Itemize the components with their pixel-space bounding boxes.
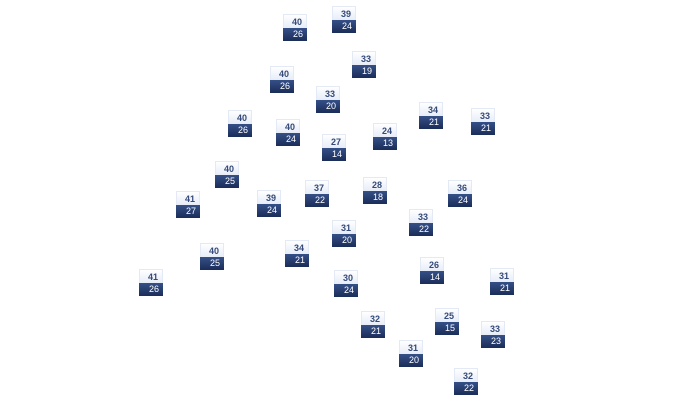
marker-label[interactable]: 32 21: [361, 311, 385, 338]
marker-label[interactable]: 33 23: [481, 321, 505, 348]
marker-bottom-value: 22: [305, 194, 329, 207]
marker-top-value: 40: [283, 14, 307, 28]
marker-bottom-value: 26: [270, 80, 294, 93]
marker-label[interactable]: 34 21: [419, 102, 443, 129]
marker-label[interactable]: 40 24: [276, 119, 300, 146]
marker-top-value: 27: [322, 134, 346, 148]
marker-label[interactable]: 24 13: [373, 123, 397, 150]
marker-label[interactable]: 26 14: [420, 257, 444, 284]
marker-label[interactable]: 40 26: [270, 66, 294, 93]
marker-top-value: 41: [139, 269, 163, 283]
marker-bottom-value: 18: [363, 191, 387, 204]
marker-top-value: 34: [419, 102, 443, 116]
marker-bottom-value: 26: [228, 124, 252, 137]
marker-top-value: 40: [215, 161, 239, 175]
marker-top-value: 40: [276, 119, 300, 133]
marker-bottom-value: 22: [409, 223, 433, 236]
marker-label[interactable]: 30 24: [334, 270, 358, 297]
marker-top-value: 33: [316, 86, 340, 100]
marker-top-value: 31: [399, 340, 423, 354]
marker-top-value: 32: [454, 368, 478, 382]
marker-label[interactable]: 40 26: [228, 110, 252, 137]
marker-bottom-value: 24: [334, 284, 358, 297]
marker-top-value: 31: [332, 220, 356, 234]
marker-bottom-value: 21: [285, 254, 309, 267]
marker-label[interactable]: 39 24: [332, 6, 356, 33]
marker-top-value: 40: [270, 66, 294, 80]
marker-label[interactable]: 33 20: [316, 86, 340, 113]
marker-bottom-value: 20: [399, 354, 423, 367]
marker-bottom-value: 22: [454, 382, 478, 395]
marker-top-value: 36: [448, 180, 472, 194]
marker-top-value: 33: [481, 321, 505, 335]
marker-top-value: 41: [176, 191, 200, 205]
marker-bottom-value: 24: [276, 133, 300, 146]
marker-bottom-value: 24: [448, 194, 472, 207]
marker-label[interactable]: 28 18: [363, 177, 387, 204]
marker-top-value: 28: [363, 177, 387, 191]
marker-bottom-value: 20: [316, 100, 340, 113]
marker-bottom-value: 14: [322, 148, 346, 161]
marker-label[interactable]: 25 15: [435, 308, 459, 335]
marker-label[interactable]: 31 20: [332, 220, 356, 247]
marker-label[interactable]: 40 25: [215, 161, 239, 188]
marker-bottom-value: 15: [435, 322, 459, 335]
marker-top-value: 31: [490, 268, 514, 282]
marker-label[interactable]: 41 26: [139, 269, 163, 296]
marker-top-value: 34: [285, 240, 309, 254]
marker-label[interactable]: 41 27: [176, 191, 200, 218]
marker-top-value: 39: [257, 190, 281, 204]
marker-bottom-value: 19: [352, 65, 376, 78]
marker-top-value: 39: [332, 6, 356, 20]
marker-top-value: 40: [200, 243, 224, 257]
marker-top-value: 33: [409, 209, 433, 223]
marker-bottom-value: 21: [361, 325, 385, 338]
marker-label[interactable]: 33 22: [409, 209, 433, 236]
marker-bottom-value: 25: [200, 257, 224, 270]
marker-label[interactable]: 31 21: [490, 268, 514, 295]
marker-top-value: 33: [471, 108, 495, 122]
marker-top-value: 40: [228, 110, 252, 124]
marker-bottom-value: 13: [373, 137, 397, 150]
marker-bottom-value: 24: [257, 204, 281, 217]
marker-label[interactable]: 36 24: [448, 180, 472, 207]
marker-label[interactable]: 34 21: [285, 240, 309, 267]
marker-top-value: 37: [305, 180, 329, 194]
marker-bottom-value: 20: [332, 234, 356, 247]
marker-top-value: 30: [334, 270, 358, 284]
marker-bottom-value: 23: [481, 335, 505, 348]
marker-top-value: 26: [420, 257, 444, 271]
marker-label[interactable]: 37 22: [305, 180, 329, 207]
marker-top-value: 24: [373, 123, 397, 137]
marker-bottom-value: 26: [139, 283, 163, 296]
marker-label[interactable]: 40 25: [200, 243, 224, 270]
marker-label[interactable]: 32 22: [454, 368, 478, 395]
marker-bottom-value: 21: [419, 116, 443, 129]
marker-top-value: 25: [435, 308, 459, 322]
marker-label[interactable]: 27 14: [322, 134, 346, 161]
marker-label[interactable]: 40 26: [283, 14, 307, 41]
marker-label[interactable]: 33 19: [352, 51, 376, 78]
marker-label[interactable]: 33 21: [471, 108, 495, 135]
marker-bottom-value: 21: [490, 282, 514, 295]
marker-bottom-value: 21: [471, 122, 495, 135]
marker-top-value: 33: [352, 51, 376, 65]
marker-bottom-value: 14: [420, 271, 444, 284]
marker-bottom-value: 27: [176, 205, 200, 218]
marker-bottom-value: 25: [215, 175, 239, 188]
marker-label[interactable]: 39 24: [257, 190, 281, 217]
marker-bottom-value: 24: [332, 20, 356, 33]
marker-label[interactable]: 31 20: [399, 340, 423, 367]
marker-top-value: 32: [361, 311, 385, 325]
marker-bottom-value: 26: [283, 28, 307, 41]
